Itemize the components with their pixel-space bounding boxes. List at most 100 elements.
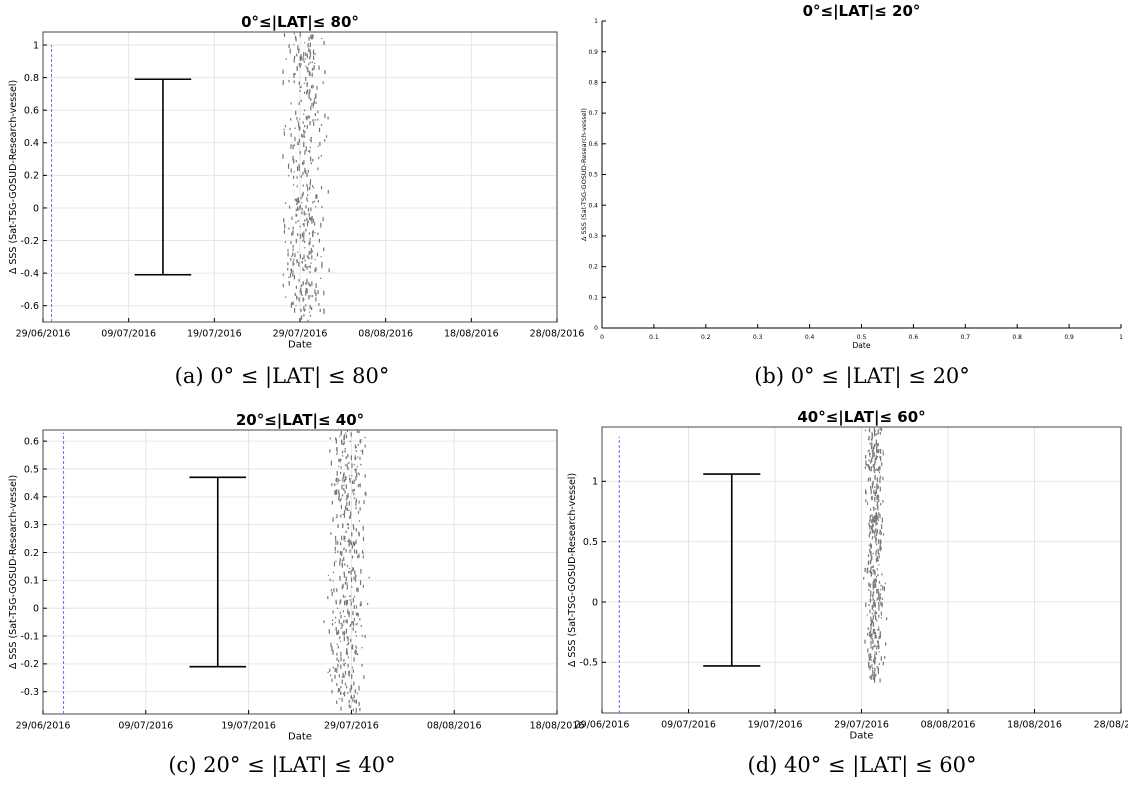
scatter-point <box>298 138 300 143</box>
scatter-point <box>355 646 357 649</box>
chart-title: 0°≤|LAT|≤ 80° <box>241 13 359 32</box>
scatter-point <box>336 514 338 518</box>
x-tick-label: 09/07/2016 <box>118 721 173 732</box>
y-tick-label: 0 <box>33 203 39 214</box>
scatter-point <box>880 611 882 616</box>
scatter-point <box>341 441 343 445</box>
scatter-point <box>357 653 359 656</box>
x-tick-label: 0.1 <box>649 334 659 341</box>
scatter-point <box>867 561 869 565</box>
scatter-point <box>867 450 869 453</box>
scatter-point <box>354 455 356 460</box>
scatter-point <box>293 144 295 147</box>
scatter-point <box>348 542 350 547</box>
scatter-point <box>331 690 333 694</box>
scatter-point <box>353 497 356 499</box>
scatter-point <box>335 517 337 519</box>
scatter-point <box>354 596 356 598</box>
scatter-point <box>345 619 347 623</box>
scatter-point <box>321 261 323 267</box>
scatter-point <box>874 433 876 436</box>
scatter-point <box>355 539 357 545</box>
scatter-point <box>886 617 888 621</box>
scatter-point <box>336 652 338 656</box>
scatter-point <box>300 291 302 296</box>
scatter-point <box>348 509 350 511</box>
scatter-point <box>355 450 357 452</box>
x-tick-label: 0.4 <box>805 334 815 341</box>
scatter-point <box>351 674 353 679</box>
scatter-point <box>290 268 292 272</box>
scatter-point <box>356 692 358 695</box>
x-tick-label: 29/07/2016 <box>324 721 379 732</box>
scatter-point <box>873 578 875 583</box>
scatter-point <box>878 512 880 516</box>
scatter-point <box>881 602 883 608</box>
scatter-point <box>352 708 354 712</box>
scatter-point <box>339 688 341 692</box>
scatter-point <box>287 165 290 169</box>
scatter-point <box>299 65 302 68</box>
scatter-point <box>335 540 337 545</box>
scatter-point <box>301 202 303 204</box>
scatter-point <box>358 500 360 504</box>
scatter-point <box>346 501 348 506</box>
scatter-point <box>314 289 316 294</box>
scatter-point <box>311 250 313 253</box>
scatter-point <box>314 268 316 273</box>
x-tick-label: 18/08/2016 <box>444 329 499 340</box>
scatter-point <box>879 489 881 492</box>
scatter-point <box>343 556 345 561</box>
scatter-point <box>355 476 357 481</box>
scatter-point <box>346 430 349 432</box>
scatter-point <box>305 115 307 120</box>
scatter-point <box>874 671 876 674</box>
y-tick-label: -0.1 <box>20 631 39 642</box>
x-tick-label: 08/08/2016 <box>921 720 976 731</box>
scatter-point <box>870 640 872 645</box>
scatter-point <box>344 541 346 542</box>
scatter-point <box>873 506 875 512</box>
scatter-point <box>869 452 871 456</box>
scatter-point <box>358 484 360 486</box>
scatter-point <box>309 283 311 287</box>
scatter-point <box>345 530 347 533</box>
scatter-point <box>868 604 870 606</box>
scatter-point <box>865 460 867 465</box>
y-tick-label: -0.3 <box>20 687 39 698</box>
scatter-point <box>300 175 302 178</box>
scatter-point <box>307 115 309 119</box>
scatter-point <box>305 77 307 81</box>
scatter-point <box>336 630 338 635</box>
scatter-point <box>355 506 357 509</box>
scatter-point <box>311 67 314 71</box>
scatter-point <box>360 568 362 574</box>
scatter-point <box>331 483 333 487</box>
y-tick-label: 0.2 <box>24 171 39 182</box>
scatter-point <box>293 44 295 46</box>
scatter-point <box>875 530 877 532</box>
scatter-point <box>357 587 359 593</box>
scatter-point <box>310 137 312 140</box>
scatter-point <box>871 537 873 540</box>
scatter-point <box>876 529 879 533</box>
scatter-point <box>871 518 873 523</box>
scatter-point <box>317 199 319 203</box>
scatter-point <box>876 500 878 505</box>
scatter-point <box>342 610 344 613</box>
scatter-point <box>879 455 881 459</box>
scatter-point <box>873 516 875 521</box>
scatter-point <box>355 707 357 713</box>
scatter-point <box>313 52 315 54</box>
scatter-point <box>871 599 873 601</box>
scatter-point <box>354 570 356 575</box>
scatter-point <box>345 484 347 489</box>
scatter-point <box>351 463 353 468</box>
scatter-point <box>334 674 336 679</box>
scatter-point <box>867 648 869 653</box>
scatter-point <box>303 52 305 57</box>
scatter-point <box>309 182 311 186</box>
y-tick-label: 0.1 <box>588 294 598 301</box>
scatter-point <box>872 569 874 571</box>
scatter-point <box>355 699 357 701</box>
